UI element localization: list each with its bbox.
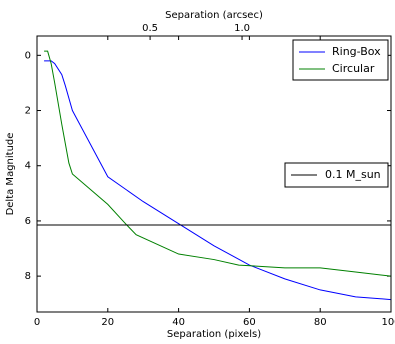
line-series xyxy=(44,50,392,277)
x2-tick-label: 1.0 xyxy=(234,23,250,34)
plot-frame xyxy=(36,35,392,313)
x-tick-label: 20 xyxy=(101,317,114,328)
legend-box xyxy=(284,162,389,188)
x-tick-label: 60 xyxy=(243,317,256,328)
y-tick-label: 8 xyxy=(25,271,31,282)
y-tick-label: 4 xyxy=(25,161,31,172)
legend-label: 0.1 M_sun xyxy=(325,168,381,181)
legend-box xyxy=(292,39,389,81)
x2-axis-label: Separation (arcsec) xyxy=(165,10,263,21)
y-axis-label: Delta Magnitude xyxy=(5,133,16,216)
y-tick-label: 2 xyxy=(25,106,31,117)
x2-tick-label: 0.5 xyxy=(142,23,158,34)
x-axis-label: Separation (pixels) xyxy=(167,329,261,340)
legend-label: Circular xyxy=(332,62,375,75)
y-tick-label: 6 xyxy=(25,216,31,227)
x-tick-label: 0 xyxy=(34,317,40,328)
x-tick-label: 80 xyxy=(314,317,327,328)
line-series xyxy=(44,60,392,301)
y-tick-label: 0 xyxy=(25,50,31,61)
legend-label: Ring-Box xyxy=(332,45,381,58)
x-tick-label: 40 xyxy=(172,317,185,328)
x-tick-label: 100 xyxy=(381,317,395,328)
